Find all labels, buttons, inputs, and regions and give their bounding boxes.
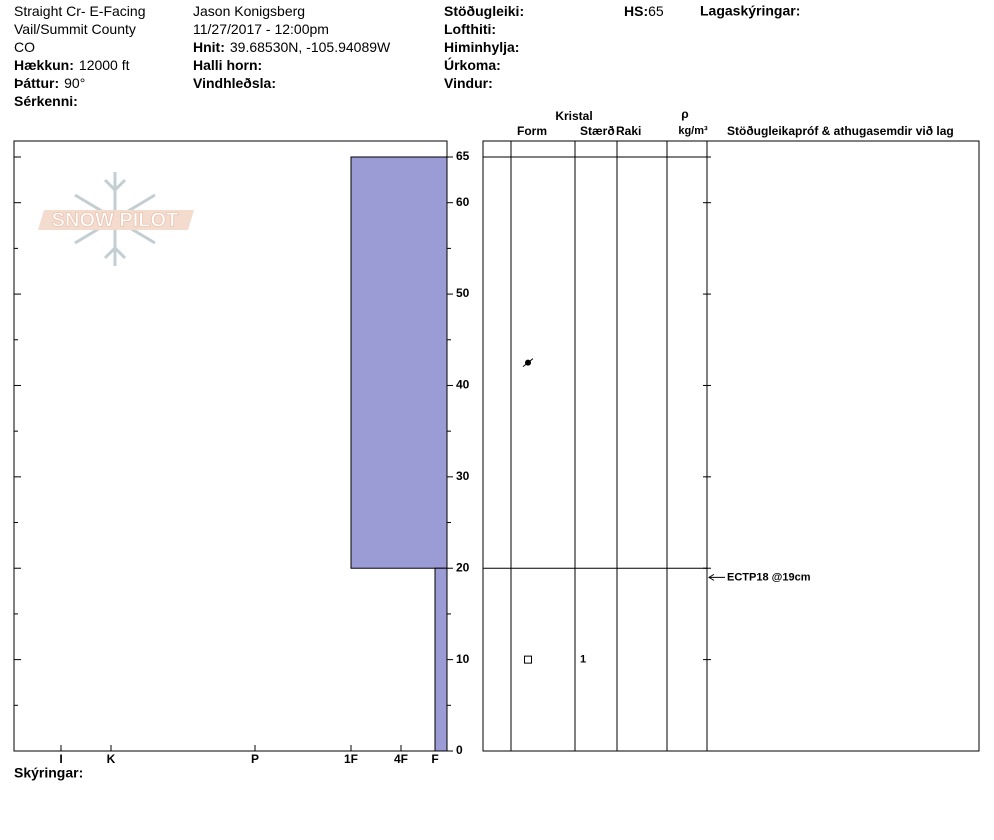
- col-comments: Stöðugleikapróf & athugasemdir við lag: [727, 124, 954, 138]
- header-row: Vindhleðsla:: [193, 75, 276, 91]
- header-row: 11/27/2017 - 12:00pm: [193, 21, 329, 37]
- grain-form: [524, 655, 532, 664]
- test-label: ECTP18 @19cm: [727, 571, 811, 583]
- header-row: Hækkun: 12000 ft: [14, 57, 130, 73]
- x-tick-label: 1F: [344, 752, 358, 766]
- x-tick-label: K: [107, 752, 116, 766]
- header-label: Úrkoma:: [444, 56, 501, 73]
- header-value: 90°: [64, 75, 85, 91]
- table-frame: [482, 140, 980, 752]
- header-row: Lofthiti:: [444, 21, 496, 37]
- y-tick-label: 0: [456, 743, 463, 757]
- header-row: Úrkoma:: [444, 56, 501, 73]
- x-tick-label: F: [431, 752, 438, 766]
- hardness-bar: [350, 156, 448, 569]
- header-label: Vindhleðsla:: [193, 75, 276, 91]
- header-label: Þáttur:: [14, 75, 59, 91]
- footer-label: Skýringar:: [14, 765, 83, 781]
- x-tick-label: 4F: [394, 752, 408, 766]
- hs-label: HS:: [624, 3, 648, 19]
- header-value: 39.68530N, -105.94089W: [230, 39, 391, 55]
- header-label: Lofthiti:: [444, 21, 496, 37]
- y-tick-label: 30: [456, 469, 470, 483]
- col-density-unit: kg/m³: [678, 125, 708, 137]
- header-row: CO: [14, 39, 35, 55]
- layer-notes: Lagaskýringar:: [700, 3, 800, 19]
- header-label: Hnit:: [193, 39, 225, 55]
- logo-text: SNOW PILOT: [52, 209, 179, 231]
- logo: SNOW PILOT: [38, 172, 194, 266]
- header-label: Sérkenni:: [14, 93, 78, 109]
- header-row: Himinhylja:: [444, 39, 519, 55]
- grain-form-stroke: [522, 358, 534, 368]
- header-label: Hækkun:: [14, 57, 74, 73]
- table-columns: [510, 141, 708, 751]
- x-tick-label: P: [251, 752, 259, 766]
- header-text: Jason Konigsberg: [193, 3, 305, 19]
- header-text: Vail/Summit County: [14, 21, 136, 37]
- hs: HS:65: [624, 3, 664, 19]
- header-row: Vail/Summit County: [14, 21, 136, 37]
- header-value: 12000 ft: [79, 57, 130, 73]
- x-tick-label: I: [59, 752, 62, 766]
- header-row: Sérkenni:: [14, 93, 78, 109]
- header-label: Stöðugleiki:: [444, 3, 524, 19]
- hs-value: 65: [648, 3, 664, 19]
- header-text: Straight Cr- E-Facing: [14, 3, 145, 19]
- header-text: CO: [14, 39, 35, 55]
- header-row: Vindur:: [444, 75, 493, 91]
- y-tick-label: 40: [456, 378, 470, 392]
- col-size: Stærð: [580, 124, 615, 138]
- header-row: Jason Konigsberg: [193, 3, 305, 19]
- y-tick-label: 65: [456, 149, 470, 163]
- header-label: Himinhylja:: [444, 39, 519, 55]
- y-tick-label: 50: [456, 286, 470, 300]
- header-row: Hnit: 39.68530N, -105.94089W: [193, 39, 391, 55]
- hardness-bar: [434, 567, 448, 752]
- y-tick-label: 10: [456, 652, 470, 666]
- header-label: Halli horn:: [193, 57, 262, 73]
- header-row: Stöðugleiki:: [444, 3, 524, 19]
- y-tick-label: 60: [456, 195, 470, 209]
- test-arrowhead: [708, 573, 715, 581]
- header-row: Straight Cr- E-Facing: [14, 3, 145, 19]
- col-crystal: Kristal: [555, 109, 592, 123]
- grain-size: 1: [580, 654, 586, 666]
- y-tick-label: 20: [456, 560, 470, 574]
- col-form: Form: [517, 124, 547, 138]
- header-label: Vindur:: [444, 75, 493, 91]
- header-text: 11/27/2017 - 12:00pm: [193, 21, 329, 37]
- col-moisture: Raki: [616, 124, 641, 138]
- header-row: Þáttur: 90°: [14, 75, 85, 91]
- header-row: Halli horn:: [193, 57, 262, 73]
- col-density-symbol: ρ: [681, 107, 688, 121]
